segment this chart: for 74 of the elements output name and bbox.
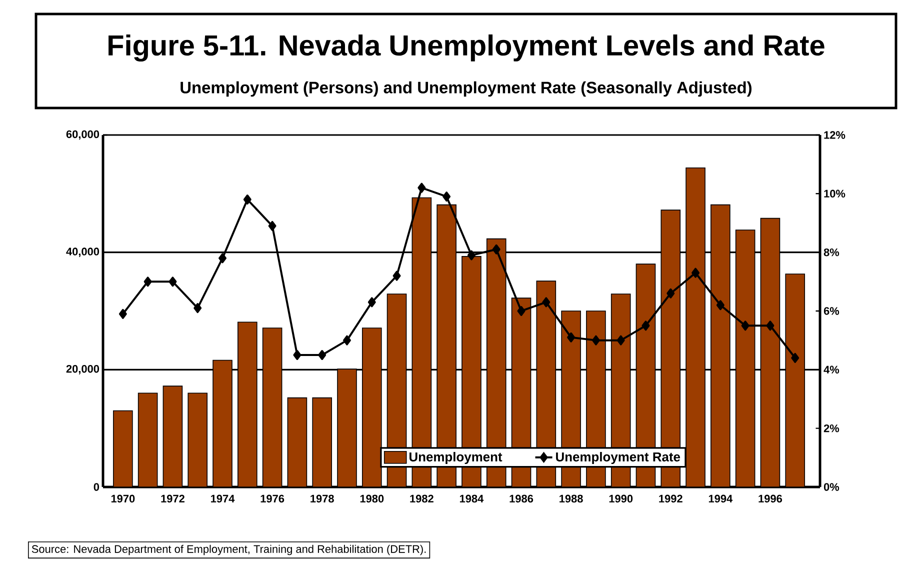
x-tick-label: 1972 (161, 494, 184, 503)
point (368, 297, 376, 308)
y-tick-label: 40,000 (66, 248, 100, 258)
bar (212, 360, 232, 487)
bar (337, 368, 357, 487)
point (666, 288, 675, 298)
x-tick-label: 1996 (758, 494, 782, 503)
x-tick-label: 1970 (111, 494, 135, 503)
bar (162, 386, 183, 487)
y2-tick-label: 8% (824, 248, 840, 256)
bar (138, 392, 158, 487)
y2-tick-label: 6% (824, 307, 840, 315)
point (542, 297, 550, 308)
y2-tick-label: 4% (824, 366, 840, 374)
x-tick-label: 1976 (260, 494, 284, 503)
point (144, 276, 152, 287)
legend-label: Unemployment Rate (556, 452, 680, 464)
x-tick-label: 1994 (708, 494, 733, 503)
point (517, 306, 526, 316)
y2-tick-label: 10% (824, 190, 846, 198)
point (741, 320, 750, 331)
point (218, 253, 226, 264)
bar (262, 328, 282, 487)
x-tick-label: 1992 (659, 494, 682, 503)
point (293, 350, 302, 360)
point (243, 194, 252, 204)
y-tick-label: 60,000 (66, 130, 100, 140)
x-tick-label: 1988 (560, 494, 583, 503)
bar (735, 230, 756, 487)
legend-label: Unemployment (410, 452, 502, 464)
point (492, 244, 500, 254)
bar (760, 218, 780, 487)
y2-tick-label: 2% (824, 424, 840, 432)
point (194, 303, 202, 314)
bar (710, 204, 730, 487)
point (616, 335, 625, 346)
x-tick-label: 1990 (609, 494, 633, 503)
point (118, 308, 127, 319)
point (791, 352, 800, 363)
chart-subtitle: Unemployment (Persons) and Unemployment Rate (Seasonally Adjusted) (180, 81, 752, 97)
point (642, 320, 650, 331)
point (716, 300, 724, 310)
y2-tick-label: 0% (824, 483, 840, 491)
bar (188, 392, 208, 487)
point (168, 276, 177, 287)
y2-tick-label: 12% (824, 131, 846, 139)
x-tick-label: 1978 (310, 494, 334, 503)
y-tick-label: 20,000 (66, 364, 100, 374)
point (692, 268, 700, 278)
x-tick-label: 1974 (211, 494, 235, 503)
point (318, 350, 326, 360)
y-tick-label: 0 (94, 483, 100, 491)
bar (686, 167, 706, 487)
bar (287, 397, 308, 487)
bar (113, 410, 133, 487)
bar (238, 322, 258, 487)
point (766, 320, 774, 331)
chart-title: Figure 5-11. Nevada Unemployment Levels and Rate (108, 34, 824, 62)
point (442, 192, 451, 202)
point (392, 270, 401, 281)
bar (785, 274, 806, 487)
point (467, 250, 476, 260)
point (592, 335, 600, 346)
x-tick-label: 1982 (410, 494, 434, 503)
point (268, 220, 276, 231)
source-note: Source: Nevada Department of Employment, Training and Rehabilitation (DETR). (32, 544, 426, 556)
bar (362, 328, 382, 487)
point (567, 332, 576, 342)
point (418, 182, 426, 193)
x-tick-label: 1980 (360, 494, 384, 503)
x-tick-label: 1984 (460, 494, 484, 503)
bar (312, 397, 332, 487)
x-tick-label: 1986 (510, 494, 534, 503)
point (343, 335, 351, 346)
